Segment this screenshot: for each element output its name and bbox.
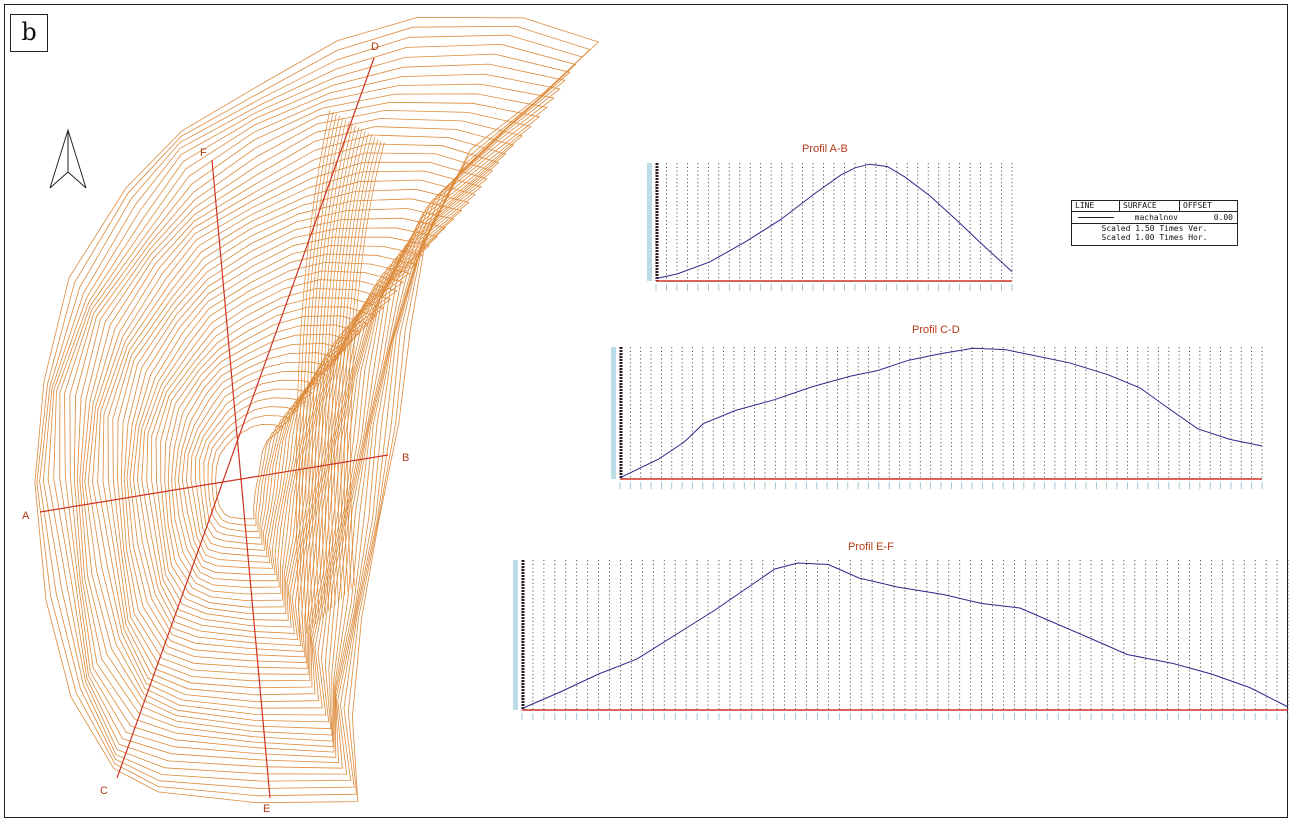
- contour-line: [324, 127, 360, 612]
- contour-line: [102, 170, 482, 696]
- profile-ground-line: [655, 163, 1013, 280]
- contour-line: [155, 288, 392, 615]
- legend-col-surface: SURFACE: [1120, 201, 1180, 211]
- contour-line: [141, 261, 411, 634]
- contour-line: [305, 115, 340, 631]
- contour-line: [343, 138, 379, 593]
- contour-line: [59, 73, 561, 764]
- contour-line: [136, 253, 417, 641]
- contour-line: [331, 131, 366, 605]
- profile-a-b: [647, 163, 1013, 291]
- contour-line: [84, 134, 507, 723]
- contour-map: [34, 16, 600, 804]
- contour-line: [171, 324, 362, 588]
- contour-line: [36, 25, 591, 797]
- contour-line: [47, 53, 571, 775]
- contour-line: [318, 123, 353, 618]
- point-label-d: D: [371, 41, 379, 53]
- contour-line: [194, 379, 320, 551]
- point-label-b: B: [402, 452, 409, 464]
- contour-line: [215, 424, 285, 520]
- profile-ground-line: [619, 347, 1263, 479]
- contour-line: [97, 161, 488, 703]
- contour-line: [167, 315, 369, 595]
- profile-ground-line: [521, 562, 1289, 709]
- legend-offset: 0.00: [1213, 213, 1233, 222]
- contour-line: [295, 109, 331, 641]
- legend-scale-ver: Scaled 1.50 Times Ver.: [1101, 224, 1208, 233]
- contour-line: [299, 111, 334, 637]
- contour-line: [107, 179, 477, 689]
- profile-e-f: [513, 560, 1289, 720]
- contour-line: [311, 119, 347, 625]
- section-line-a-b: [39, 454, 389, 513]
- profile-title-a-b: Profil A-B: [802, 143, 848, 155]
- contour-line: [185, 361, 333, 563]
- profile-elevation-labels: [513, 560, 518, 710]
- section-line-c-d: [116, 57, 375, 779]
- contour-line: [81, 126, 515, 730]
- legend-entry: machalnov 0.00: [1072, 212, 1237, 224]
- contour-line: [302, 113, 337, 634]
- contour-line: [207, 406, 299, 533]
- panel-label: b: [10, 14, 48, 52]
- profile-title-c-d: Profil C-D: [912, 324, 960, 336]
- profile-elevation-labels: [611, 347, 616, 479]
- contour-line: [42, 43, 577, 782]
- legend-scale-hor: Scaled 1.00 Times Hor.: [1101, 233, 1208, 242]
- contour-line: [92, 152, 494, 709]
- contour-line: [203, 397, 306, 539]
- point-label-e: E: [263, 803, 270, 815]
- contour-line: [87, 143, 500, 716]
- legend-line-swatch: [1072, 212, 1120, 223]
- point-label-c: C: [100, 785, 108, 797]
- contour-line: [132, 245, 423, 647]
- profile-elevation-labels: [647, 163, 652, 281]
- contour-line: [53, 63, 566, 769]
- contour-line: [321, 125, 356, 615]
- profile-c-d: [611, 347, 1263, 489]
- contour-line: [39, 34, 583, 789]
- contour-line: [123, 217, 447, 664]
- contour-line: [34, 16, 600, 804]
- point-label-f: F: [200, 147, 207, 159]
- contour-line: [177, 342, 347, 575]
- contour-line: [308, 117, 344, 628]
- point-label-a: A: [22, 510, 30, 522]
- profile-legend: LINE SURFACE OFFSET machalnov 0.00 Scale…: [1071, 200, 1238, 246]
- contour-line: [334, 132, 369, 602]
- section-lines: [39, 57, 389, 799]
- profile-title-e-f: Profil E-F: [848, 541, 894, 553]
- contour-line: [79, 118, 523, 736]
- contour-line: [327, 129, 363, 609]
- north-arrow-icon: [49, 128, 87, 189]
- contour-line: [190, 370, 327, 557]
- contour-line: [340, 136, 376, 596]
- contour-line: [174, 333, 354, 582]
- contour-line: [73, 101, 541, 748]
- contour-line: [315, 121, 350, 621]
- contour-line: [69, 93, 548, 753]
- legend-surface: machalnov: [1134, 213, 1178, 222]
- contour-line: [199, 388, 313, 545]
- contour-line: [151, 279, 398, 621]
- figure-frame: [4, 4, 1288, 818]
- contour-line: [337, 134, 372, 599]
- contour-line: [160, 297, 385, 608]
- contour-line: [350, 142, 385, 586]
- contour-line: [347, 140, 382, 589]
- contour-line: [64, 83, 555, 758]
- legend-col-line: LINE: [1072, 201, 1120, 211]
- contour-line: [126, 227, 438, 658]
- contour-line: [76, 109, 532, 742]
- legend-col-offset: OFFSET: [1183, 201, 1212, 210]
- contour-line: [164, 306, 377, 602]
- section-line-e-f: [211, 159, 271, 799]
- legend-header: LINE SURFACE OFFSET: [1072, 201, 1237, 212]
- contour-line: [181, 352, 340, 569]
